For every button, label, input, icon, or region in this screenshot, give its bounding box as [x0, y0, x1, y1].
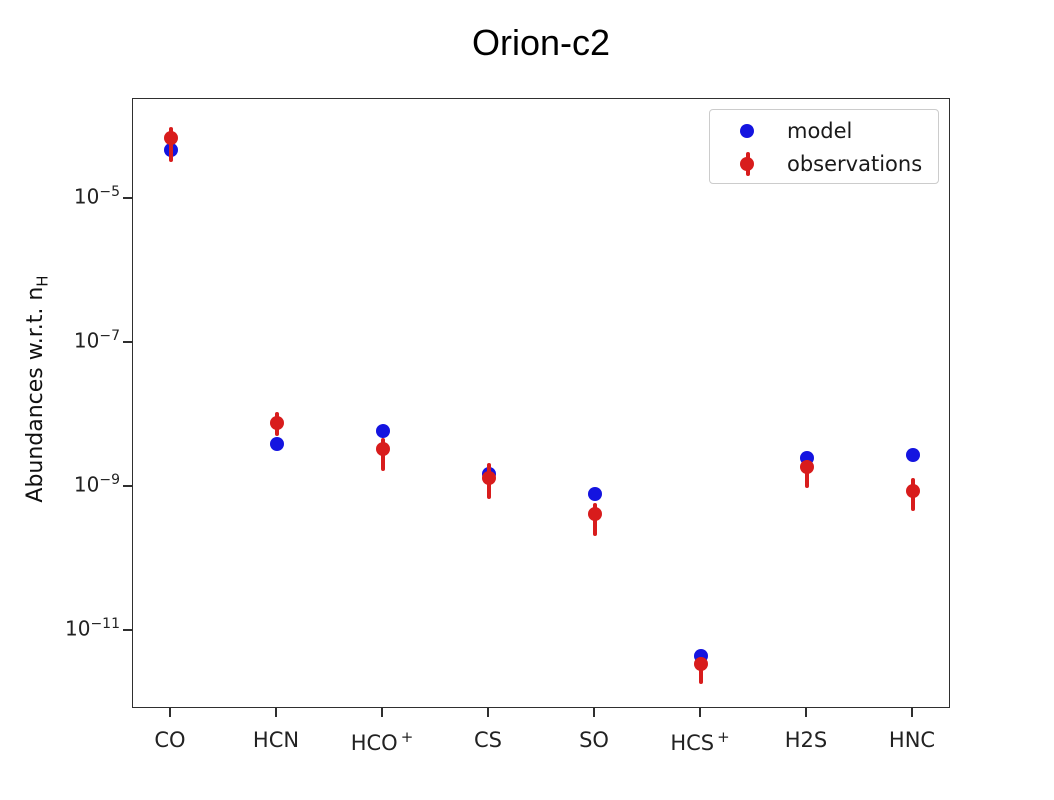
x-tick-text: H2S: [784, 728, 828, 752]
x-tick-mark: [593, 708, 595, 717]
y-tick-mark: [123, 485, 132, 488]
model-point-HCO+: [376, 424, 390, 439]
model-point-HCN: [270, 436, 284, 451]
legend-item-model: model: [710, 116, 938, 146]
x-tick-text: HCS: [670, 731, 715, 755]
legend-label-observations: observations: [787, 152, 923, 176]
y-tick-base: 10: [73, 184, 100, 209]
observations-point-CS: [482, 470, 496, 485]
x-tick-label: HCO +: [322, 728, 442, 755]
observations-marker-dot: [740, 157, 754, 171]
observations-point-CO: [164, 131, 178, 146]
x-tick-text: CO: [154, 728, 186, 752]
x-tick-mark: [169, 708, 171, 717]
model-point-SO: [588, 487, 602, 502]
y-tick-exponent: −7: [99, 328, 120, 345]
plot-area: model observations: [132, 98, 950, 708]
legend-item-observations: observations: [710, 149, 938, 179]
y-tick-label: 10−9: [34, 472, 120, 497]
model-point-HNC: [906, 447, 920, 462]
x-tick-text: HNC: [888, 728, 936, 752]
observations-point-SO: [588, 507, 602, 522]
x-tick-text: CS: [474, 728, 502, 752]
y-axis-label-text: Abundances w.r.t. n: [23, 286, 48, 503]
x-tick-superscript: +: [714, 728, 730, 746]
legend-label-model: model: [787, 119, 853, 143]
x-tick-text: HCN: [252, 728, 300, 752]
y-tick-exponent: −11: [90, 616, 120, 633]
x-tick-mark: [487, 708, 489, 717]
x-tick-label: SO: [534, 728, 654, 752]
x-tick-superscript: +: [397, 728, 414, 746]
y-tick-mark: [123, 197, 132, 200]
observations-point-H2S: [800, 460, 814, 475]
observations-marker-icon: [732, 149, 762, 179]
y-tick-exponent: −5: [99, 184, 120, 201]
observations-point-HCN: [270, 415, 284, 430]
y-tick-base: 10: [73, 328, 100, 353]
error-bar-H2S: [805, 460, 809, 489]
x-tick-label: CO: [110, 728, 230, 752]
y-axis-label: Abundances w.r.t. nH: [15, 189, 57, 589]
x-tick-mark: [275, 708, 277, 717]
x-tick-text: SO: [579, 728, 609, 752]
model-marker-dot: [740, 124, 754, 138]
x-tick-label: CS: [428, 728, 548, 752]
legend: model observations: [709, 109, 939, 184]
y-tick-exponent: −9: [99, 472, 120, 489]
y-axis-label-subscript: H: [33, 275, 52, 287]
x-tick-mark: [699, 708, 701, 717]
y-tick-label: 10−11: [34, 616, 120, 641]
y-tick-base: 10: [65, 616, 91, 641]
x-tick-mark: [805, 708, 807, 717]
y-tick-base: 10: [73, 472, 100, 497]
observations-point-HNC: [906, 483, 920, 498]
x-tick-label: HCS +: [640, 728, 760, 755]
y-tick-label: 10−5: [34, 184, 120, 209]
observations-point-HCO+: [376, 441, 390, 456]
x-tick-label: HCN: [216, 728, 336, 752]
x-tick-label: HNC: [852, 728, 972, 752]
x-tick-mark: [381, 708, 383, 717]
chart-title: Orion-c2: [471, 22, 611, 63]
model-marker-icon: [732, 116, 762, 146]
y-tick-mark: [123, 629, 132, 632]
observations-point-HCS+: [694, 656, 708, 671]
x-tick-text: HCO: [350, 731, 398, 755]
y-tick-mark: [123, 341, 132, 344]
x-tick-mark: [911, 708, 913, 717]
y-tick-label: 10−7: [34, 328, 120, 353]
x-tick-label: H2S: [746, 728, 866, 752]
